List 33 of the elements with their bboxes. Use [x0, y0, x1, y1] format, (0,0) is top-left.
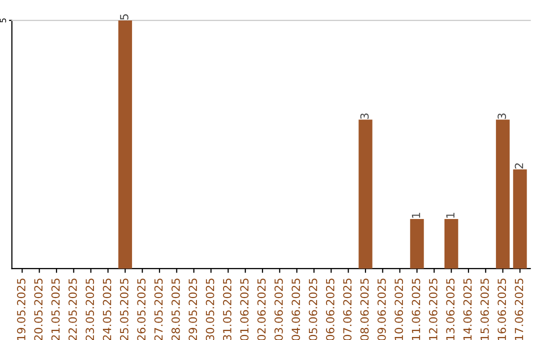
x-tick-label: 26.05.2025 [137, 278, 146, 340]
x-tick-label: 25.05.2025 [120, 278, 128, 340]
x-tick-label: 16.06.2025 [498, 278, 506, 340]
data-label: 5 [120, 14, 128, 20]
x-tick-label: 10.06.2025 [394, 278, 404, 340]
data-label: 3 [498, 114, 506, 119]
x-tick-label: 15.06.2025 [480, 278, 489, 340]
x-tick-label: 24.05.2025 [102, 278, 112, 340]
x-tick-label: 21.05.2025 [51, 278, 60, 340]
x-tick-label: 19.05.2025 [17, 278, 26, 340]
x-tick-label: 13.06.2025 [446, 278, 455, 340]
x-tick-label: 31.05.2025 [222, 278, 232, 340]
x-tick-label: 17.06.2025 [514, 278, 524, 340]
bar [496, 120, 510, 269]
x-tick-label: 30.05.2025 [206, 278, 214, 340]
bar [444, 218, 458, 269]
x-tick-label: 22.05.2025 [68, 278, 77, 340]
data-label: 1 [412, 212, 420, 218]
x-tick-label: 20.05.2025 [34, 278, 43, 340]
x-tick-label: 27.05.2025 [154, 278, 163, 340]
x-tick-label: 23.05.2025 [86, 278, 94, 340]
data-label: 1 [446, 212, 454, 218]
x-tick-label: 14.06.2025 [463, 278, 472, 340]
data-label: 2 [514, 163, 524, 169]
x-tick-label: 12.06.2025 [428, 278, 438, 340]
x-tick-label: 28.05.2025 [171, 278, 180, 340]
bar [358, 120, 372, 269]
bar [410, 218, 424, 269]
bar [118, 20, 132, 269]
x-tick-label: 11.06.2025 [412, 278, 420, 340]
bar [513, 169, 527, 269]
x-tick-label: 29.05.2025 [188, 278, 198, 340]
data-label: 3 [360, 114, 369, 119]
